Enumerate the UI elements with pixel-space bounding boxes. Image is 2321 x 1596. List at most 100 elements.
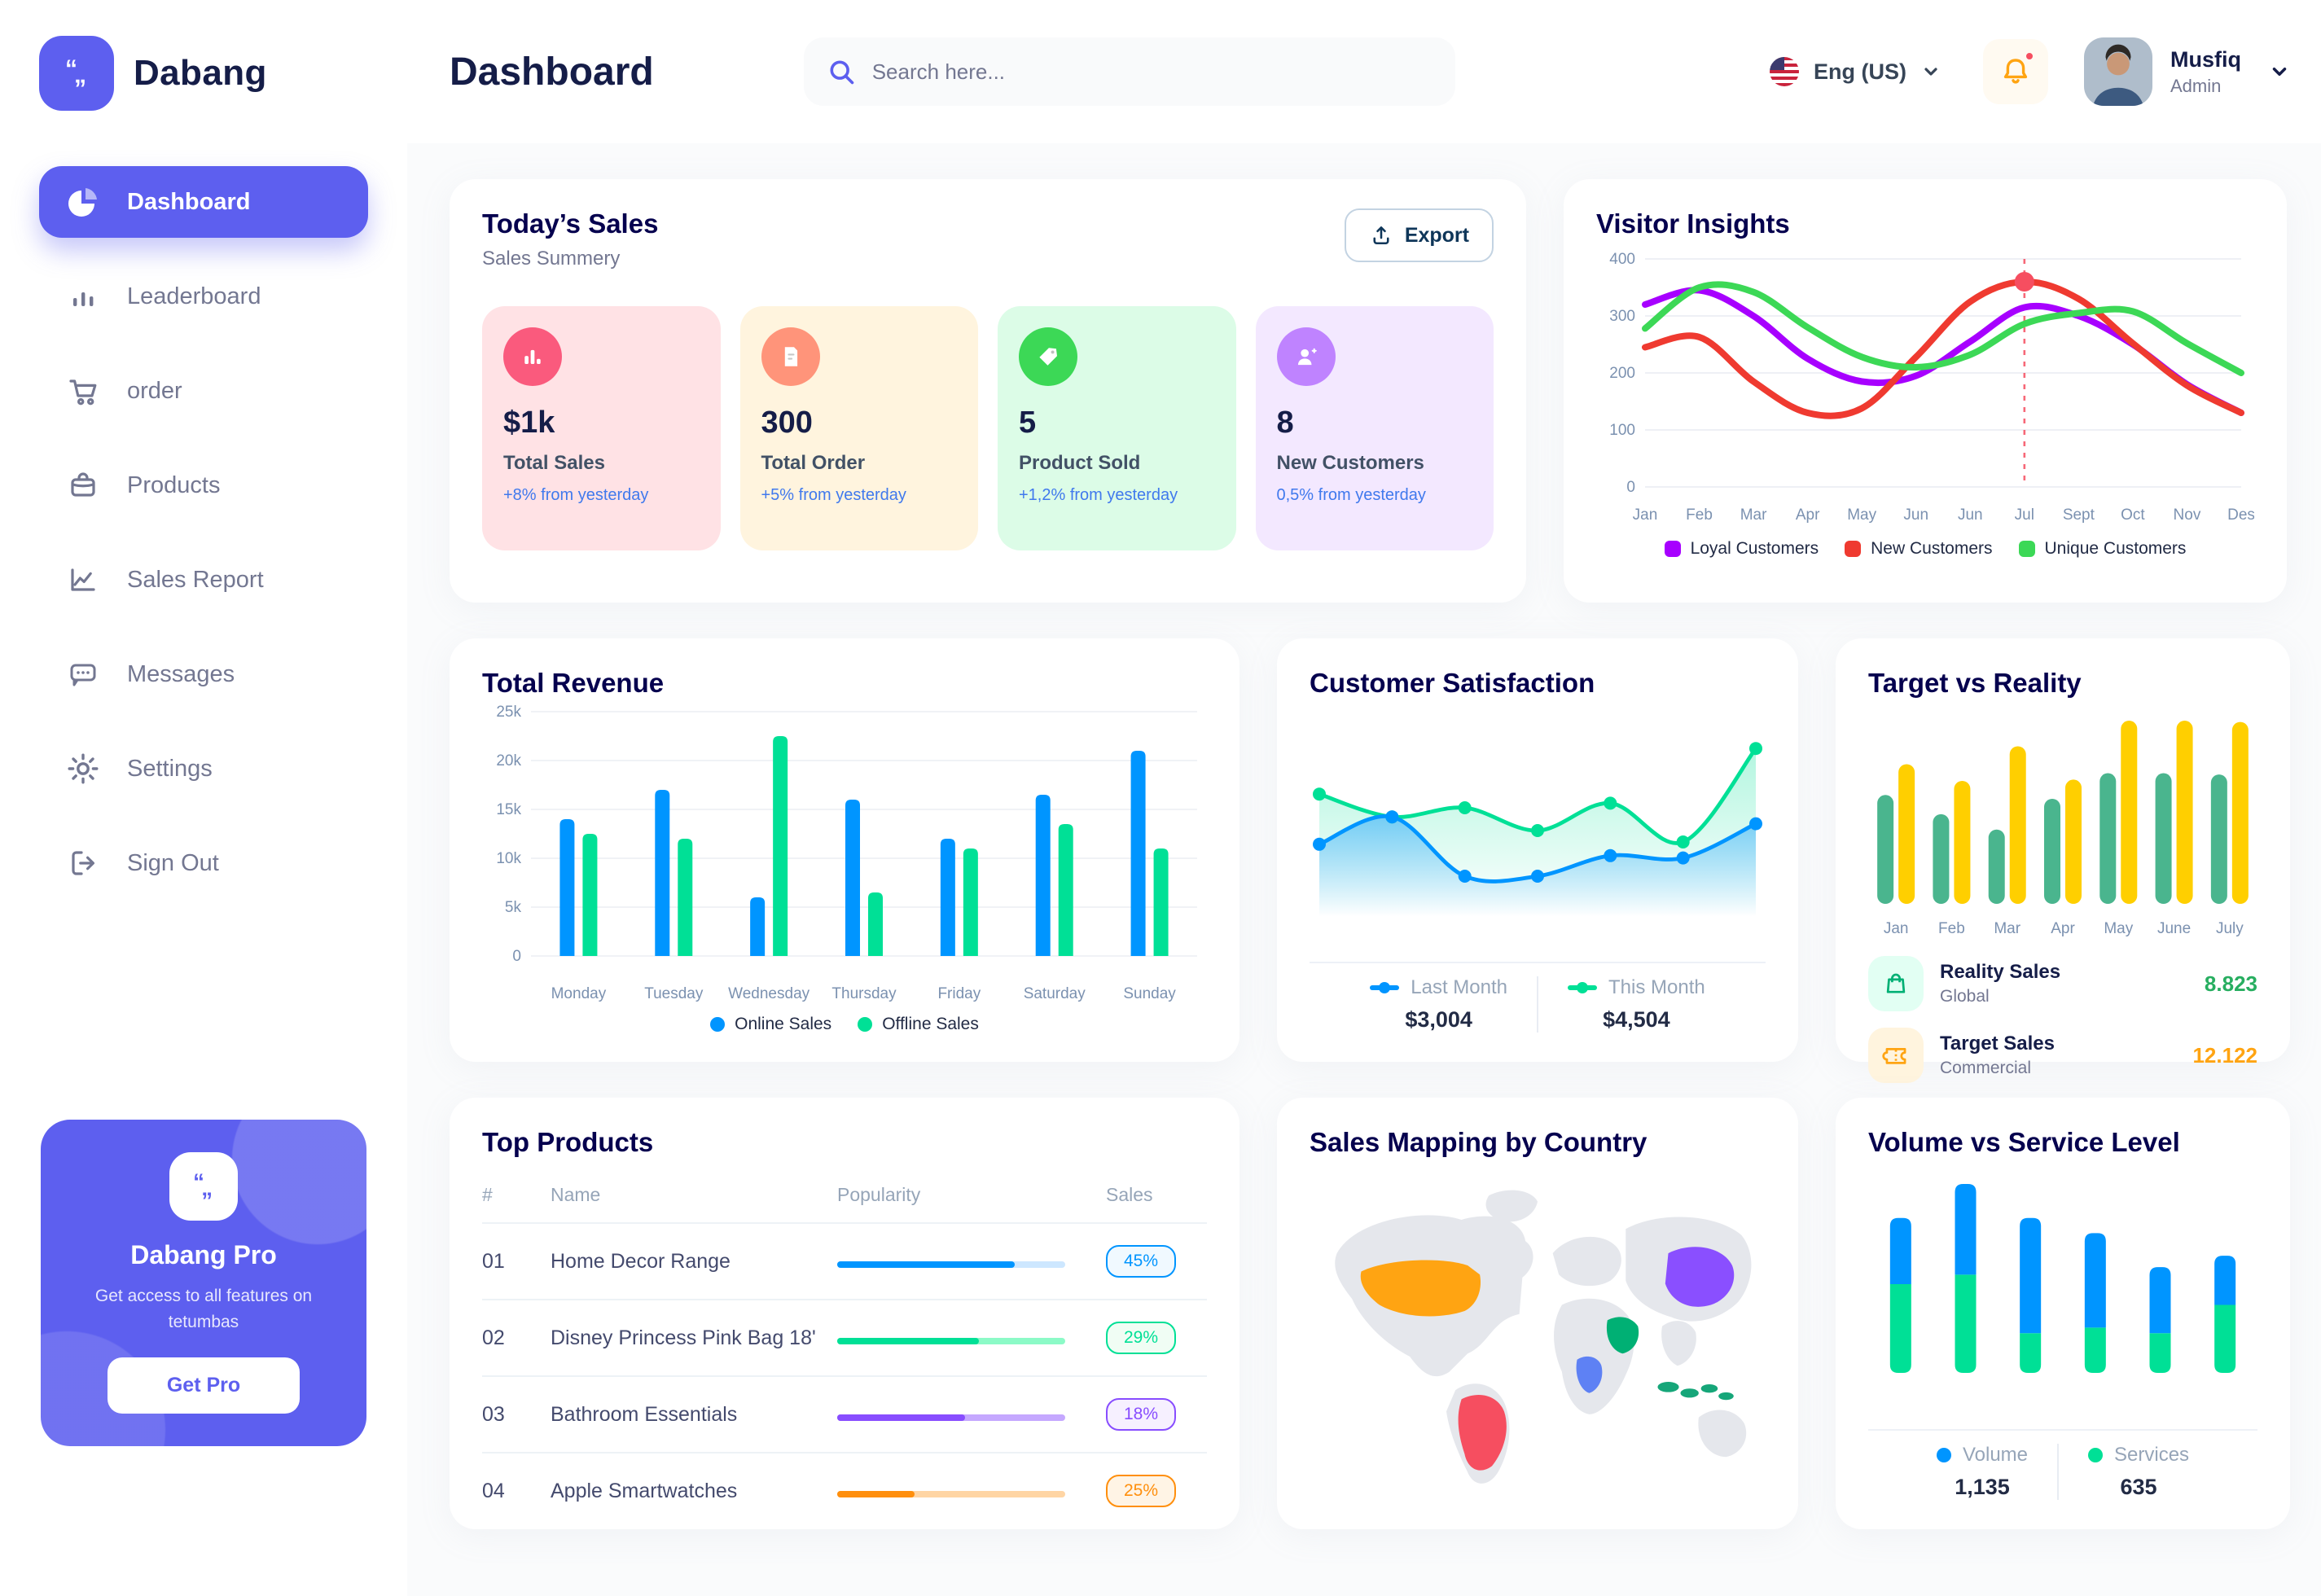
svg-text:Mar: Mar [1740,506,1767,524]
pie-chart-icon [65,184,101,220]
popularity-bar [837,1490,1065,1497]
header: Dashboard Eng (US) Musfiq Admin [407,0,2321,143]
bar-chart-icon [503,327,562,386]
order-file-icon [761,327,820,386]
volume-total: 1,135 [1955,1475,2010,1499]
col-sales: Sales [1106,1174,1207,1224]
svg-text:“: “ [201,1178,213,1204]
profile-menu[interactable]: Musfiq Admin [2084,37,2290,106]
target-sales-row: Target Sales Commercial 12.122 [1868,1028,2257,1083]
stat-card-new-customers: 8 New Customers 0,5% from yesterday [1255,306,1494,550]
bag-icon [65,467,101,503]
svg-text:Nov: Nov [2174,506,2201,524]
svg-text:Jul: Jul [2015,506,2034,524]
sidebar-item-order[interactable]: order [39,355,368,427]
legend-this-month: This Month $4,504 [1537,976,1735,1033]
language-label: Eng (US) [1814,59,1906,84]
sidebar-item-label: Settings [127,755,213,782]
customer-satisfaction-legend: Last Month $3,004 This Month $4,504 [1310,976,1766,1033]
chevron-down-icon [2269,61,2290,82]
svg-text:Sept: Sept [2063,506,2095,524]
target-vs-reality-legend: Reality Sales Global 8.823 Target Sales Co… [1868,956,2257,1083]
visitor-insights-card: Visitor Insights 0 100 200 300 400 Jan Feb Mar A… [1564,179,2287,603]
svg-text:Jan: Jan [1633,506,1658,524]
language-selector[interactable]: Eng (US) [1770,57,1941,86]
message-bubble-icon [65,656,101,692]
svg-text:Jun: Jun [1958,506,1983,524]
svg-text:Apr: Apr [2051,920,2075,937]
sidebar-item-products[interactable]: Products [39,449,368,521]
svg-text:15k: 15k [496,801,521,818]
stat-label: Total Sales [503,452,605,474]
table-row: 02 Disney Princess Pink Bag 18' 29% [482,1300,1207,1377]
table-row: 03 Bathroom Essentials 18% [482,1376,1207,1454]
svg-text:300: 300 [1609,308,1635,325]
sales-mapping-card: Sales Mapping by Country [1277,1098,1798,1529]
world-map [1310,1174,1766,1493]
bar-columns-icon [65,278,101,314]
sidebar-item-settings[interactable]: Settings [39,733,368,805]
sidebar-item-label: Products [127,471,221,498]
sidebar-item-sign-out[interactable]: Sign Out [39,827,368,899]
sales-mapping-title: Sales Mapping by Country [1310,1127,1648,1157]
col-number: # [482,1174,551,1224]
search-box[interactable] [803,37,1455,106]
online-sales-dot [710,1017,726,1032]
sidebar-item-label: Leaderboard [127,283,261,309]
sidebar-item-messages[interactable]: Messages [39,638,368,710]
loyal-customers-swatch [1664,541,1681,557]
promo-title: Dabang Pro [130,1240,277,1269]
sidebar-menu: Dashboard Leaderboard order Products Sal… [0,111,407,899]
popularity-bar [837,1337,1065,1344]
visitor-insights-chart: 0 100 200 300 400 Jan Feb Mar Apr May Jun Jun Jul Sep… [1596,239,2255,533]
page-title: Dashboard [450,50,654,94]
notifications-button[interactable] [1983,39,2048,104]
svg-text:“: “ [193,1169,204,1195]
sales-badge: 18% [1106,1398,1177,1431]
stat-delta: +8% from yesterday [503,486,649,504]
todays-sales-card: Today’s Sales Sales Summery Export $1k T [450,179,1526,603]
todays-sales-subtitle: Sales Summery [482,248,621,270]
country-china [1665,1247,1735,1307]
sidebar-item-dashboard[interactable]: Dashboard [39,166,368,238]
export-button[interactable]: Export [1344,208,1494,262]
svg-text:Thursday: Thursday [831,985,897,1002]
svg-text:Jan: Jan [1884,920,1909,937]
services-total: 635 [2120,1475,2157,1499]
get-pro-button[interactable]: Get Pro [107,1357,300,1414]
legend-volume: Volume 1,135 [1907,1444,2057,1500]
legend-item: Unique Customers [2018,539,2186,559]
svg-text:July: July [2216,920,2244,937]
svg-text:May: May [1847,506,1876,524]
tag-icon [1019,327,1077,386]
new-customers-swatch [1845,541,1862,557]
target-sales-value: 12.122 [2192,1042,2257,1068]
country-indonesia [1657,1381,1734,1401]
table-row: 04 Apple Smartwatches 25% [482,1453,1207,1528]
stat-label: Product Sold [1019,452,1141,474]
volume-service-title: Volume vs Service Level [1868,1127,2180,1157]
legend-item: Loyal Customers [1664,539,1819,559]
target-vs-reality-title: Target vs Reality [1868,668,2082,698]
stat-delta: +5% from yesterday [761,486,906,504]
new-user-icon [1276,327,1336,386]
sidebar-item-sales-report[interactable]: Sales Report [39,544,368,616]
stat-card-total-order: 300 Total Order +5% from yesterday [739,306,978,550]
divider [1868,1429,2257,1431]
search-input[interactable] [871,59,1433,85]
this-month-total: $4,504 [1603,1007,1670,1032]
legend-item: Online Sales [710,1015,831,1034]
svg-text:Des: Des [2227,506,2254,524]
sidebar-item-label: Dashboard [127,188,251,215]
shopping-bag-icon [1868,956,1924,1011]
stat-card-total-sales: $1k Total Sales +8% from yesterday [482,306,721,550]
promo-card: ““ Dabang Pro Get access to all features… [41,1120,366,1446]
volume-service-card: Volume vs Service Level Volume 1,135 Ser… [1836,1098,2290,1529]
sidebar-item-label: Sign Out [127,849,219,876]
sidebar-item-leaderboard[interactable]: Leaderboard [39,261,368,332]
stat-delta: 0,5% from yesterday [1276,486,1426,504]
offline-sales-dot [858,1017,873,1032]
stat-label: New Customers [1276,452,1424,474]
line-chart-icon [65,562,101,598]
